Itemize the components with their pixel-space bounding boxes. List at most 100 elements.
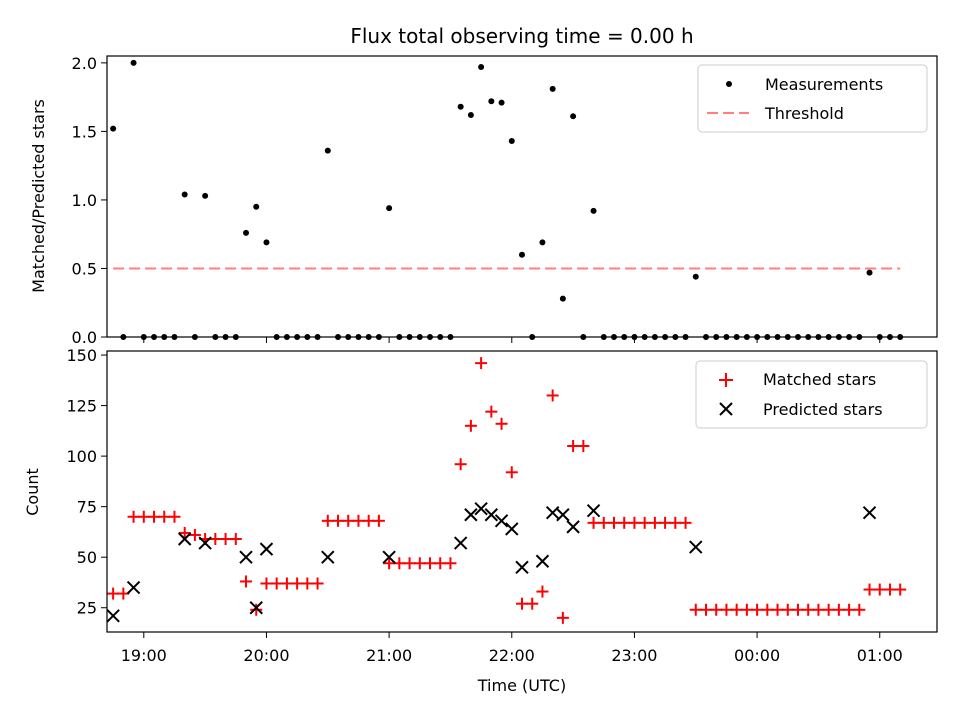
matched-star-point <box>321 514 334 527</box>
matched-star-point <box>188 528 201 541</box>
matched-star-point <box>464 419 477 432</box>
predicted-star-point <box>126 580 141 595</box>
measurement-point <box>181 191 188 198</box>
matched-star-point <box>362 514 375 527</box>
measurement-point <box>590 207 597 214</box>
top-y-ticks: 0.0 0.5 1.0 1.5 2.0 <box>72 54 107 347</box>
measurement-point <box>324 147 331 154</box>
matched-star-point <box>260 577 273 590</box>
top-y-tick-label: 1.0 <box>72 191 97 210</box>
matched-star-point <box>567 440 580 453</box>
matched-star-point <box>240 575 253 588</box>
matched-star-point <box>669 516 682 529</box>
measurement-point <box>539 239 546 246</box>
legend-predicted-label: Predicted stars <box>763 400 883 419</box>
bottom-x-tick-label: 01:00 <box>857 646 903 665</box>
chart-title: Flux total observing time = 0.00 h <box>350 24 693 48</box>
measurement-point <box>263 239 270 246</box>
bottom-x-tick-label: 00:00 <box>734 646 780 665</box>
measurement-point <box>386 205 393 212</box>
matched-star-point <box>822 603 835 616</box>
legend-measurements-label: Measurements <box>765 75 883 94</box>
matched-star-point <box>597 516 610 529</box>
matched-star-point <box>301 577 314 590</box>
matched-star-point <box>311 577 324 590</box>
matched-star-point <box>791 603 804 616</box>
matched-star-point <box>403 557 416 570</box>
predicted-star-point <box>535 554 550 568</box>
matched-star-point <box>832 603 845 616</box>
measurement-point <box>110 125 117 132</box>
matched-star-point <box>607 516 620 529</box>
predicted-star-point <box>505 522 519 536</box>
matched-star-point <box>638 516 651 529</box>
predicted-star-point <box>862 506 877 520</box>
predicted-star-point <box>586 503 601 518</box>
matched-star-point <box>342 514 355 527</box>
measurement-point <box>570 113 577 120</box>
measurement-point <box>202 192 209 199</box>
bottom-x-tick-label: 23:00 <box>611 646 657 665</box>
predicted-star-point <box>545 506 560 520</box>
matched-star-point <box>730 603 743 616</box>
legend-matched-marker <box>719 373 733 387</box>
matched-star-point <box>648 516 661 529</box>
top-panel: 0.00.51.01.52.0 Matched/Predicted stars … <box>29 54 938 347</box>
matched-star-point <box>710 603 723 616</box>
predicted-star-point <box>474 501 488 516</box>
legend-threshold-label: Threshold <box>764 104 844 123</box>
matched-star-point <box>679 516 692 529</box>
measurement-point <box>519 251 525 258</box>
top-plot-frame <box>106 55 938 338</box>
matched-star-point <box>863 583 876 596</box>
bottom-x-tick-label: 21:00 <box>366 646 412 665</box>
bottom-panel: 25 50 75 100 125 150 19:00 20:00 21:00 22:00 23:0… <box>23 346 938 695</box>
predicted-star-point <box>556 508 570 522</box>
matched-star-point <box>270 577 283 590</box>
bottom-x-tick-label: 19:00 <box>121 646 167 665</box>
measurement-point <box>866 269 873 276</box>
matched-star-point <box>781 603 794 616</box>
measurement-point <box>692 273 699 280</box>
predicted-star-point <box>259 542 274 556</box>
predicted-star-point <box>382 550 396 564</box>
top-y-tick-label: 0.5 <box>72 259 97 278</box>
legend-matched-label: Matched stars <box>763 370 876 389</box>
matched-star-point <box>485 405 498 418</box>
matched-star-point <box>158 510 171 523</box>
matched-star-point <box>117 587 130 600</box>
predicted-star-point <box>484 508 499 522</box>
bottom-y-ticks: 25 50 75 100 125 150 <box>66 346 107 618</box>
predicted-star-point <box>566 520 580 534</box>
top-y-tick-label: 0.0 <box>72 328 97 347</box>
predicted-star-point <box>106 609 120 623</box>
top-y-axis-label: Matched/Predicted stars <box>29 99 48 293</box>
matched-star-point <box>587 516 600 529</box>
top-y-tick-label: 2.0 <box>72 54 97 73</box>
matched-star-point <box>454 458 467 471</box>
matched-star-point <box>127 510 140 523</box>
matched-star-point <box>383 557 396 570</box>
matched-star-point <box>577 440 590 453</box>
matched-star-point <box>873 583 886 596</box>
predicted-star-point <box>249 601 263 615</box>
bottom-legend: Matched stars Predicted stars <box>695 360 928 429</box>
predicted-star-point <box>321 550 335 564</box>
bottom-y-tick-label: 125 <box>66 397 97 416</box>
bottom-plot-frame <box>106 350 938 633</box>
predicted-star-point <box>464 508 478 522</box>
predicted-star-point <box>239 550 253 564</box>
matched-stars-points <box>107 357 907 624</box>
measurement-point <box>130 59 137 66</box>
matched-star-point <box>444 557 457 570</box>
matched-star-point <box>352 514 365 527</box>
matched-star-point <box>332 514 345 527</box>
matched-star-point <box>720 603 733 616</box>
legend-measurements-marker <box>726 81 732 87</box>
matched-star-point <box>659 516 672 529</box>
matched-star-point <box>536 585 549 598</box>
matched-star-point <box>148 510 161 523</box>
predicted-star-point <box>689 540 703 554</box>
matched-star-point <box>413 557 426 570</box>
